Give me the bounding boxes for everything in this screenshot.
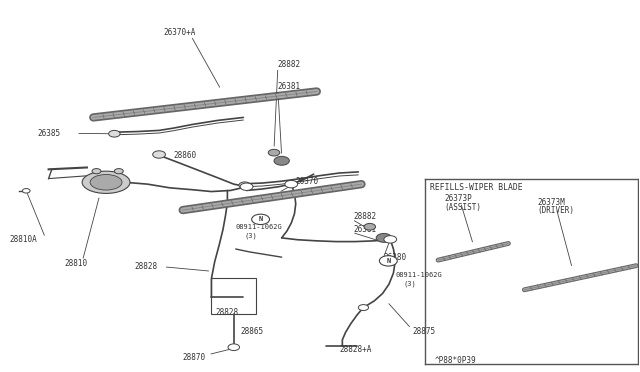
Circle shape: [92, 169, 101, 174]
Circle shape: [22, 189, 30, 193]
Text: 28860: 28860: [173, 151, 196, 160]
Text: ^P88*0P39: ^P88*0P39: [435, 356, 477, 365]
Text: (3): (3): [403, 280, 416, 287]
Circle shape: [228, 344, 239, 350]
Circle shape: [153, 151, 166, 158]
Circle shape: [358, 305, 369, 311]
Text: 28875: 28875: [413, 327, 436, 336]
Text: 28810A: 28810A: [9, 235, 36, 244]
Text: 08911-1062G: 08911-1062G: [236, 224, 282, 230]
Text: 08911-1062G: 08911-1062G: [396, 272, 442, 278]
Circle shape: [239, 182, 250, 189]
Circle shape: [380, 256, 397, 266]
Text: 28828+A: 28828+A: [339, 344, 372, 353]
Text: 26370: 26370: [296, 177, 319, 186]
Circle shape: [268, 149, 280, 156]
Circle shape: [115, 169, 124, 174]
Circle shape: [109, 131, 120, 137]
Circle shape: [285, 180, 298, 188]
Text: (ASSIST): (ASSIST): [445, 203, 481, 212]
Text: 26381: 26381: [353, 225, 376, 234]
Ellipse shape: [90, 174, 122, 190]
Text: 28870: 28870: [182, 353, 206, 362]
Text: 26373M: 26373M: [537, 198, 565, 207]
Circle shape: [384, 235, 397, 243]
Text: 26385: 26385: [38, 129, 61, 138]
Circle shape: [274, 156, 289, 165]
Text: 28810: 28810: [65, 259, 88, 268]
Text: 26380: 26380: [384, 253, 407, 262]
Text: 28882: 28882: [278, 60, 301, 69]
Circle shape: [364, 224, 376, 230]
Text: 28828: 28828: [216, 308, 239, 317]
Text: (DRIVER): (DRIVER): [537, 206, 574, 215]
Bar: [211, 278, 256, 314]
Text: N: N: [259, 217, 263, 222]
Ellipse shape: [82, 171, 130, 193]
Circle shape: [252, 214, 269, 225]
Text: (3): (3): [244, 233, 257, 239]
Text: 26370+A: 26370+A: [164, 28, 196, 37]
Text: N: N: [386, 258, 390, 264]
Text: 28865: 28865: [240, 327, 263, 336]
Text: 26381: 26381: [278, 82, 301, 91]
Text: 26373P: 26373P: [445, 195, 472, 203]
Circle shape: [376, 234, 392, 242]
Text: 28828: 28828: [135, 262, 158, 271]
Text: 28882: 28882: [353, 212, 376, 221]
Circle shape: [240, 183, 253, 190]
Text: REFILLS-WIPER BLADE: REFILLS-WIPER BLADE: [430, 183, 522, 192]
